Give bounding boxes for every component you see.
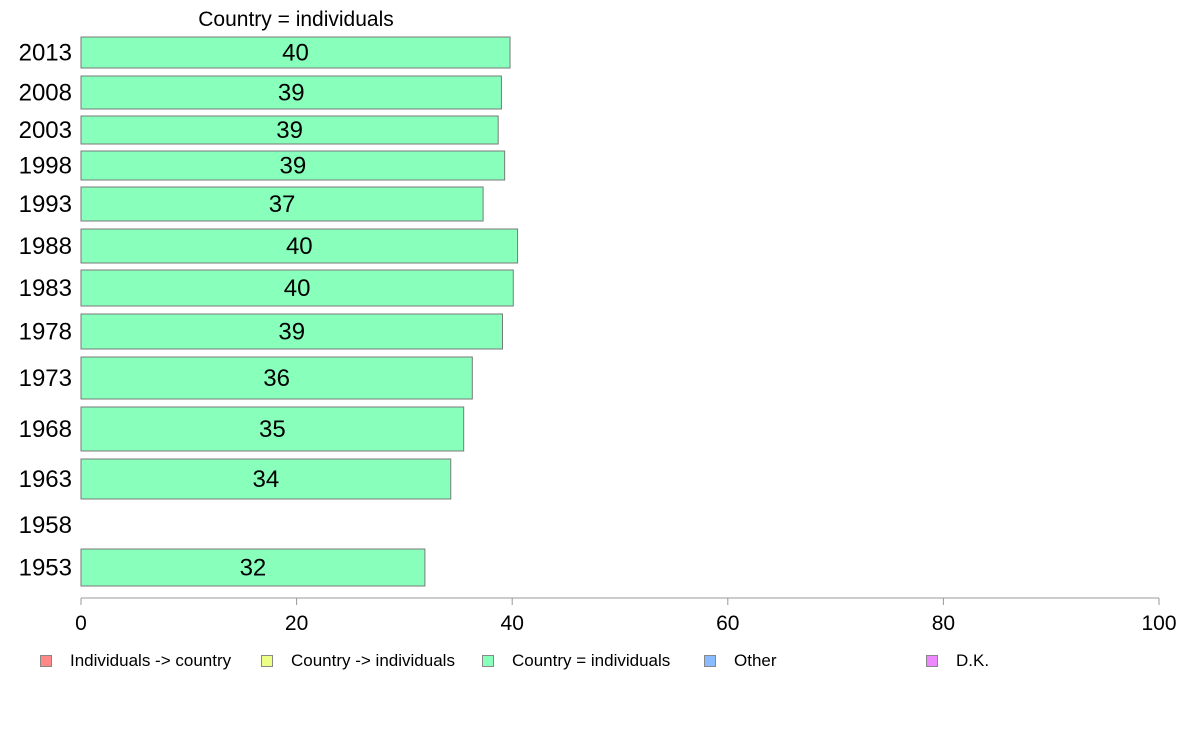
legend-label: Individuals -> country [70, 651, 232, 670]
category-label: 1968 [19, 416, 72, 443]
bar [80, 313, 503, 350]
category-label: 1983 [19, 275, 72, 302]
x-tick-label: 20 [285, 612, 308, 635]
x-tick-label: 40 [501, 612, 524, 635]
bar-data-label: 40 [286, 233, 313, 260]
category-label: 2003 [19, 117, 72, 144]
bar-data-label: 39 [278, 80, 305, 107]
bar-data-label: 39 [276, 117, 303, 144]
category-label: 2008 [19, 80, 72, 107]
legend-swatch [261, 655, 273, 667]
x-tick-label: 0 [75, 612, 87, 635]
bar [80, 406, 465, 452]
bar [80, 458, 452, 500]
bar-data-label: 40 [284, 275, 311, 302]
bar-data-label: 39 [278, 319, 305, 346]
bars-layer: 2013 40 2008 39 2003 39 1998 39 1993 37 1988 40 1983… [19, 36, 519, 587]
bar-data-label: 32 [240, 555, 267, 582]
bar [80, 150, 506, 181]
category-label: 1978 [19, 319, 72, 346]
bar [80, 36, 511, 69]
category-label: 1958 [19, 512, 72, 539]
x-axis: 0 20 40 60 80 100 [75, 597, 1177, 635]
category-label: 1973 [19, 365, 72, 392]
legend-label: D.K. [956, 651, 990, 670]
legend-swatch [704, 655, 716, 667]
bar-data-label: 39 [279, 153, 306, 180]
legend-label: Country -> individuals [291, 651, 455, 670]
bar-data-label: 35 [259, 416, 286, 443]
chart-title: Country = individuals [198, 8, 394, 31]
bar-data-label: 34 [253, 466, 280, 493]
legend-swatch [482, 655, 494, 667]
legend-label: Other [734, 651, 777, 670]
legend-item: Individuals -> country [40, 648, 231, 674]
legend-label: Country = individuals [512, 651, 671, 670]
bar-data-label: 37 [269, 191, 296, 218]
x-tick-label: 60 [716, 612, 739, 635]
legend-item: D.K. [926, 648, 989, 674]
bar [80, 75, 502, 110]
legend-item: Other [704, 648, 777, 674]
bar-data-label: 36 [263, 365, 290, 392]
legend-item: Country -> individuals [261, 648, 455, 674]
bar [80, 228, 519, 264]
bar [80, 115, 499, 145]
bar [80, 269, 514, 307]
category-label: 1993 [19, 191, 72, 218]
legend: Individuals -> country Country -> individ… [0, 648, 1188, 676]
bar [80, 548, 426, 587]
legend-swatch [40, 655, 52, 667]
x-tick-label: 80 [932, 612, 955, 635]
legend-item: Country = individuals [482, 648, 670, 674]
legend-swatch [926, 655, 938, 667]
bar-data-label: 40 [282, 40, 309, 67]
x-tick-label: 100 [1141, 612, 1176, 635]
bar [80, 186, 484, 222]
bar [80, 356, 473, 400]
category-label: 1998 [19, 153, 72, 180]
category-label: 1963 [19, 466, 72, 493]
category-label: 1988 [19, 233, 72, 260]
bar-chart: Country = individuals 2013 40 2008 39 2003 39… [19, 8, 1177, 635]
category-label: 2013 [19, 40, 72, 67]
category-label: 1953 [19, 555, 72, 582]
